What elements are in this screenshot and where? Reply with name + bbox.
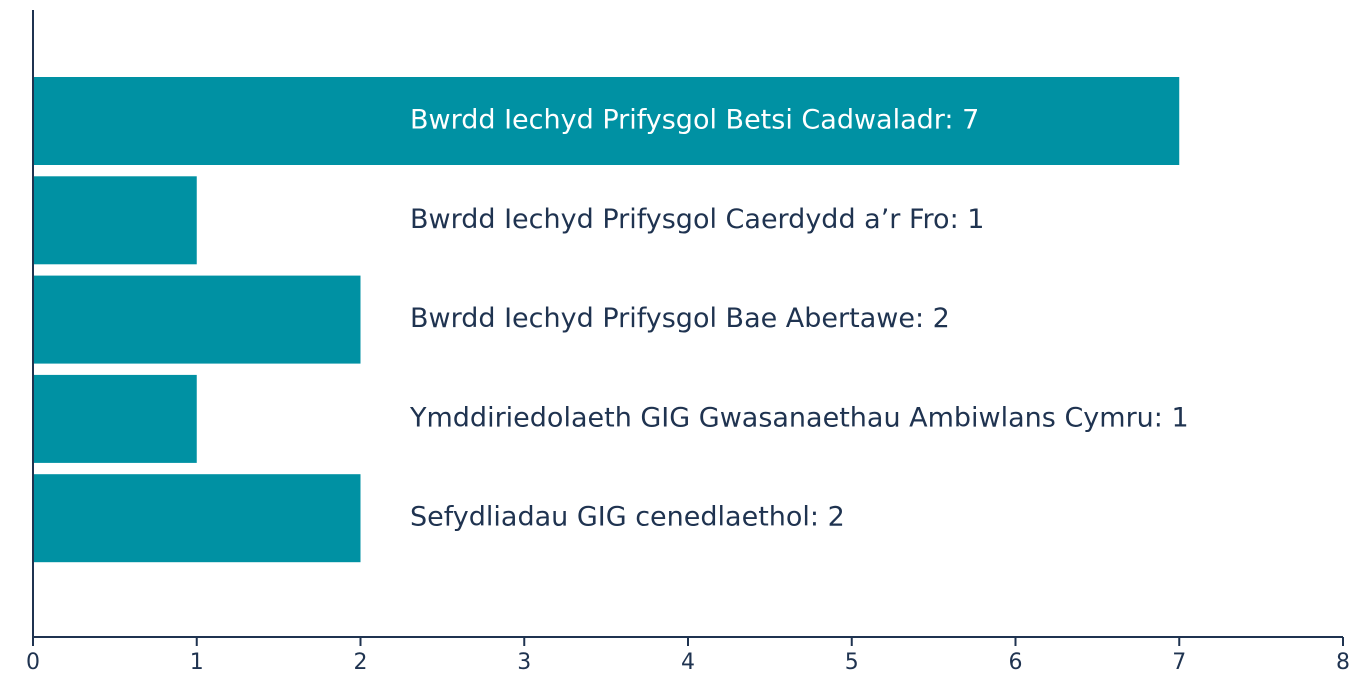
bar bbox=[33, 176, 197, 265]
bar bbox=[33, 374, 197, 463]
bar-label: Ymddiriedolaeth GIG Gwasanaethau Ambiwla… bbox=[409, 402, 1189, 433]
bar bbox=[33, 474, 361, 563]
x-tick-label: 5 bbox=[845, 650, 859, 675]
x-tick-label: 1 bbox=[190, 650, 204, 675]
bar-label: Bwrdd Iechyd Prifysgol Bae Abertawe: 2 bbox=[410, 303, 950, 334]
x-tick-label: 7 bbox=[1172, 650, 1186, 675]
x-tick-label: 0 bbox=[26, 650, 40, 675]
x-tick-label: 4 bbox=[681, 650, 695, 675]
bar bbox=[33, 275, 361, 364]
x-tick-label: 8 bbox=[1336, 650, 1350, 675]
bar-label: Bwrdd Iechyd Prifysgol Betsi Cadwaladr: … bbox=[410, 105, 979, 136]
bar bbox=[33, 77, 1180, 165]
x-tick-label: 3 bbox=[517, 650, 531, 675]
x-tick-label: 2 bbox=[354, 650, 368, 675]
x-tick-label: 6 bbox=[1009, 650, 1023, 675]
bar-label: Bwrdd Iechyd Prifysgol Caerdydd a’r Fro:… bbox=[410, 204, 984, 235]
bar-label: Sefydliadau GIG cenedlaethol: 2 bbox=[410, 502, 845, 533]
